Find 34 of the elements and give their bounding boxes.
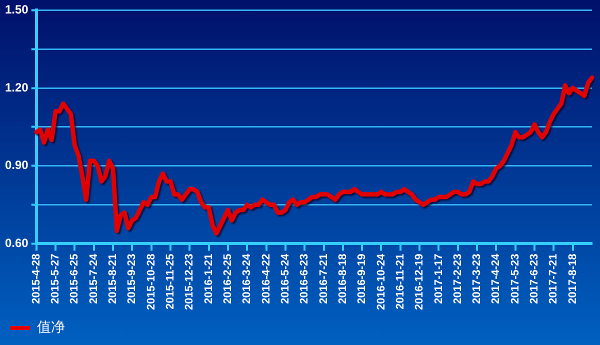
x-tick-label: 2016-7-21	[318, 254, 330, 304]
y-tick-label: 0.90	[4, 158, 29, 172]
y-tick-label: 1.50	[4, 2, 29, 17]
y-tick-label: 1.20	[4, 80, 29, 94]
x-tick-label: 2016-8-18	[336, 254, 349, 304]
x-tick-label: 2017-7-21	[548, 254, 560, 304]
x-tick-label: 2016-1-21	[202, 254, 215, 304]
x-tick-label: 2016-10-24	[375, 252, 388, 310]
x-tick-label: 2016-6-23	[298, 254, 311, 304]
x-tick-label: 2016-3-24	[241, 252, 254, 304]
x-tick-label: 2016-12-19	[414, 254, 426, 310]
x-tick-label: 2015-4-28	[30, 254, 42, 304]
x-tick-label: 2016-5-24	[279, 252, 292, 304]
x-tick-label: 2016-2-25	[222, 254, 234, 304]
legend-label: 值净	[37, 320, 65, 336]
x-tick-label: 2015-10-28	[145, 254, 158, 310]
x-tick-label: 2015-11-25	[164, 254, 177, 310]
x-tick-label: 2015-5-27	[50, 254, 62, 304]
x-tick-label: 2015-7-24	[88, 252, 100, 304]
x-tick-label: 2016-9-19	[356, 254, 368, 304]
x-tick-label: 2015-9-23	[126, 254, 138, 304]
x-tick-label: 2017-6-23	[528, 254, 541, 304]
x-tick-label: 2017-1-17	[432, 254, 445, 304]
x-tick-label: 2015-8-21	[107, 254, 120, 304]
x-tick-label: 2016-11-21	[394, 254, 406, 310]
x-tick-label: 2017-2-23	[452, 254, 464, 304]
x-tick-label: 2015-6-25	[68, 254, 81, 304]
x-tick-label: 2017-8-18	[566, 254, 579, 304]
x-tick-label: 2017-4-24	[490, 252, 502, 304]
x-tick-label: 2016-4-22	[260, 254, 272, 304]
y-tick-label: 0.60	[4, 236, 29, 250]
x-tick-label: 2015-12-23	[184, 254, 196, 310]
x-tick-label: 2017-3-23	[471, 254, 484, 304]
x-tick-label: 2017-5-23	[509, 254, 522, 304]
